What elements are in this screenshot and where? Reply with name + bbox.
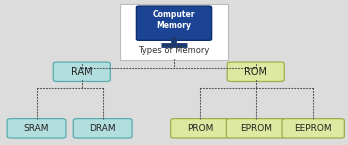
FancyBboxPatch shape xyxy=(136,6,212,40)
Text: Computer
Memory: Computer Memory xyxy=(153,10,195,30)
FancyBboxPatch shape xyxy=(171,119,230,138)
Text: RAM: RAM xyxy=(71,67,93,77)
FancyBboxPatch shape xyxy=(120,4,228,60)
FancyBboxPatch shape xyxy=(226,119,285,138)
Text: PROM: PROM xyxy=(187,124,213,133)
FancyBboxPatch shape xyxy=(282,119,345,138)
FancyBboxPatch shape xyxy=(227,62,284,81)
Text: EPROM: EPROM xyxy=(240,124,272,133)
FancyBboxPatch shape xyxy=(7,119,66,138)
FancyBboxPatch shape xyxy=(53,62,110,81)
Text: ROM: ROM xyxy=(244,67,267,77)
FancyBboxPatch shape xyxy=(73,119,132,138)
Text: DRAM: DRAM xyxy=(89,124,116,133)
Text: EEPROM: EEPROM xyxy=(294,124,332,133)
Text: SRAM: SRAM xyxy=(24,124,49,133)
Text: Types of Memory: Types of Memory xyxy=(138,46,210,55)
